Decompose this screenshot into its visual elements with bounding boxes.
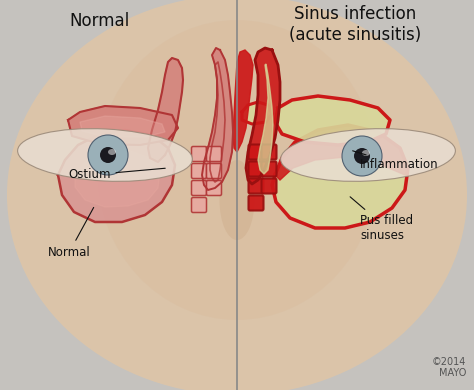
- FancyBboxPatch shape: [262, 161, 276, 177]
- Ellipse shape: [108, 149, 116, 155]
- Text: Pus filled
sinuses: Pus filled sinuses: [350, 197, 413, 242]
- Ellipse shape: [7, 0, 467, 390]
- FancyBboxPatch shape: [248, 179, 264, 193]
- Text: Sinus infection
(acute sinusitis): Sinus infection (acute sinusitis): [289, 5, 421, 44]
- Polygon shape: [233, 50, 253, 152]
- FancyBboxPatch shape: [191, 181, 207, 195]
- Ellipse shape: [100, 147, 116, 163]
- Ellipse shape: [219, 160, 255, 240]
- Ellipse shape: [18, 129, 192, 181]
- Polygon shape: [68, 106, 178, 145]
- Ellipse shape: [342, 136, 382, 176]
- Polygon shape: [275, 125, 408, 180]
- FancyBboxPatch shape: [262, 145, 276, 160]
- Ellipse shape: [362, 150, 370, 156]
- Text: Normal: Normal: [48, 207, 94, 259]
- FancyBboxPatch shape: [262, 179, 276, 193]
- Polygon shape: [272, 125, 408, 228]
- FancyBboxPatch shape: [191, 163, 207, 179]
- Polygon shape: [148, 58, 183, 162]
- Polygon shape: [246, 48, 280, 184]
- Polygon shape: [80, 116, 165, 137]
- Ellipse shape: [354, 148, 370, 164]
- Ellipse shape: [281, 129, 456, 181]
- Polygon shape: [242, 102, 272, 124]
- Polygon shape: [275, 96, 390, 145]
- Ellipse shape: [97, 20, 377, 320]
- FancyBboxPatch shape: [191, 197, 207, 213]
- Text: ©2014
MAYO: ©2014 MAYO: [432, 357, 466, 378]
- Polygon shape: [58, 130, 175, 222]
- Text: Ostium: Ostium: [68, 168, 165, 181]
- Text: Inflammation: Inflammation: [353, 151, 438, 172]
- FancyBboxPatch shape: [248, 145, 264, 160]
- FancyBboxPatch shape: [248, 161, 264, 177]
- Text: Normal: Normal: [70, 12, 130, 30]
- FancyBboxPatch shape: [248, 195, 264, 211]
- Ellipse shape: [88, 135, 128, 175]
- Polygon shape: [202, 48, 233, 190]
- Polygon shape: [75, 150, 160, 207]
- FancyBboxPatch shape: [207, 181, 221, 195]
- FancyBboxPatch shape: [207, 163, 221, 179]
- FancyBboxPatch shape: [191, 147, 207, 161]
- FancyBboxPatch shape: [207, 147, 221, 161]
- Polygon shape: [258, 64, 273, 174]
